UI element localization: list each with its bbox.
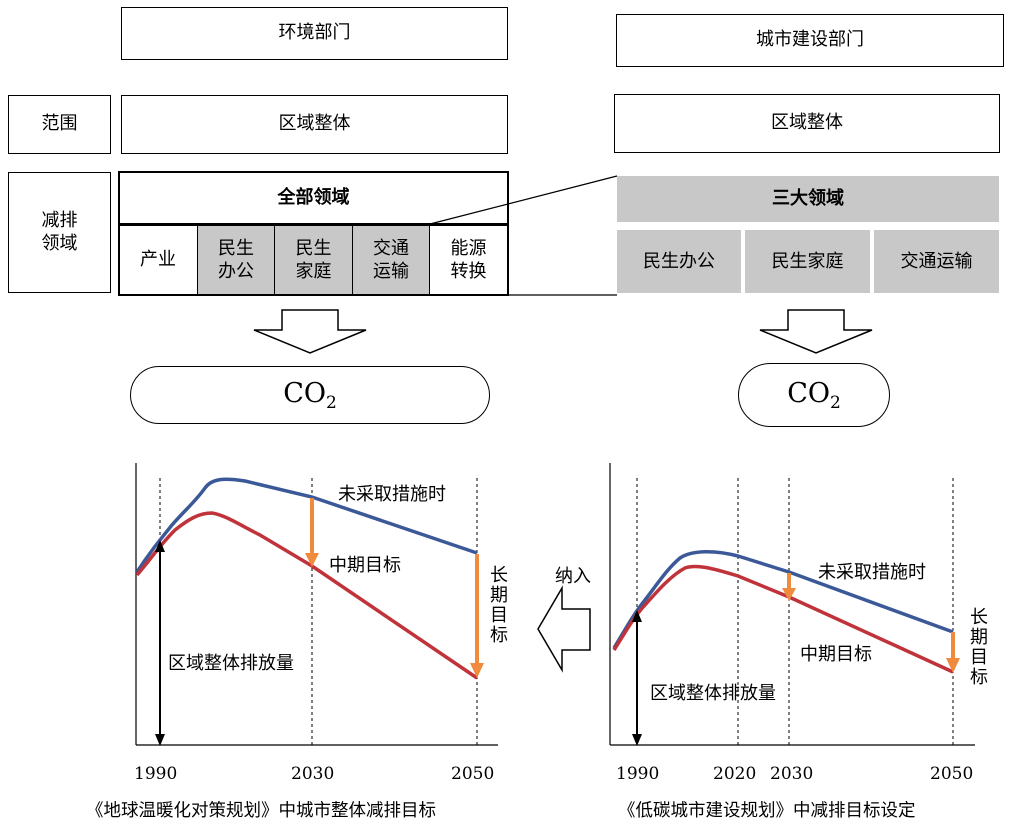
- right-co2-ellipse: CO2: [738, 363, 890, 427]
- left-year-1990: 1990: [134, 764, 178, 784]
- row-label-scope: 范围: [8, 95, 111, 154]
- left-total-arrow-head-down: [155, 734, 165, 746]
- right-long-target-arrow-head: [946, 658, 960, 673]
- left-area-title-text: 全部领域: [277, 187, 350, 209]
- left-sector-label: 交通 运输: [373, 237, 409, 282]
- right-label-no-action: 未采取措施时: [818, 562, 926, 583]
- left-caption: 《地球温暖化对策规划》中城市整体减排目标: [86, 801, 436, 821]
- row-label-reduction: 减排 领域: [8, 172, 111, 293]
- left-sector-office: 民生 办公: [197, 226, 274, 294]
- left-co2-sub: 2: [325, 392, 337, 413]
- right-year-2020: 2020: [713, 764, 757, 784]
- left-label-total-emission: 区域整体排放量: [168, 653, 294, 674]
- right-label-long-target: 长 期 目 标: [970, 607, 988, 689]
- right-co2-main: CO: [787, 377, 830, 409]
- left-sector-label: 民生 办公: [218, 237, 254, 282]
- right-down-arrow: [759, 309, 873, 354]
- right-sector-label: 民生家庭: [771, 250, 844, 272]
- left-total-arrow-head-up: [155, 540, 165, 552]
- right-co2-sub: 2: [829, 392, 841, 413]
- right-department-box: 城市建设部门: [616, 14, 1004, 67]
- left-no-action-line: [135, 477, 478, 573]
- right-year-1990: 1990: [616, 764, 660, 784]
- left-mid-target-arrow-head: [305, 553, 319, 567]
- right-scope-label: 区域整体: [771, 112, 843, 134]
- left-year-2030: 2030: [291, 764, 335, 784]
- right-year-2030: 2030: [770, 764, 814, 784]
- right-sector-transport: 交通运输: [874, 230, 999, 293]
- right-target-line: [612, 564, 954, 674]
- left-co2-main: CO: [283, 377, 326, 409]
- left-sector-label: 能源 转换: [450, 237, 487, 282]
- right-year-2050: 2050: [930, 764, 974, 784]
- left-label-long-target: 长 期 目 标: [490, 565, 508, 647]
- left-sector-label: 民生 家庭: [295, 237, 332, 282]
- right-sector-label: 民生办公: [643, 250, 715, 272]
- incorporate-label: 纳入: [555, 566, 591, 587]
- right-total-arrow-head-down: [632, 734, 642, 746]
- left-sector-transport: 交通 运输: [352, 226, 429, 294]
- right-sector-office: 民生办公: [617, 230, 741, 293]
- right-mid-target-arrow-head: [782, 588, 796, 601]
- right-caption: 《低碳城市建设规划》中减排目标设定: [618, 801, 916, 821]
- left-sector-industry: 产业: [120, 226, 196, 294]
- left-department-box: 环境部门: [121, 7, 508, 60]
- connector-line-top: [429, 175, 618, 225]
- right-department-label: 城市建设部门: [756, 29, 864, 51]
- right-area-title: 三大领域: [617, 176, 999, 222]
- right-label-mid-target: 中期目标: [800, 644, 872, 665]
- left-scope-label: 区域整体: [278, 113, 351, 135]
- left-sector-energy: 能源 转换: [429, 226, 507, 294]
- right-no-action-line: [612, 550, 954, 649]
- left-down-arrow: [253, 309, 367, 354]
- right-scope-box: 区域整体: [614, 94, 1000, 153]
- left-sector-household: 民生 家庭: [274, 226, 352, 294]
- left-area-title: 全部领域: [120, 173, 507, 223]
- left-co2-label: CO2: [283, 378, 337, 413]
- left-department-label: 环境部门: [278, 22, 351, 44]
- left-label-no-action: 未采取措施时: [338, 484, 446, 505]
- left-scope-box: 区域整体: [121, 95, 508, 154]
- left-year-2050: 2050: [451, 764, 495, 784]
- row-label-scope-text: 范围: [41, 113, 78, 135]
- left-sector-label: 产业: [140, 249, 176, 271]
- left-long-target-arrow-head: [470, 663, 484, 678]
- right-sector-household: 民生家庭: [745, 230, 870, 293]
- incorporate-arrow: [537, 585, 591, 673]
- right-total-arrow-head-up: [632, 610, 642, 622]
- right-sector-label: 交通运输: [900, 250, 973, 272]
- right-chart: [609, 463, 975, 746]
- right-co2-label: CO2: [787, 378, 841, 413]
- left-area-divider: [120, 223, 507, 226]
- right-area-title-text: 三大领域: [772, 188, 844, 210]
- left-label-mid-target: 中期目标: [329, 555, 401, 576]
- row-label-reduction-text: 减排 领域: [41, 210, 78, 254]
- left-co2-ellipse: CO2: [130, 366, 490, 424]
- right-label-total-emission: 区域整体排放量: [650, 683, 776, 704]
- left-chart: [135, 463, 498, 746]
